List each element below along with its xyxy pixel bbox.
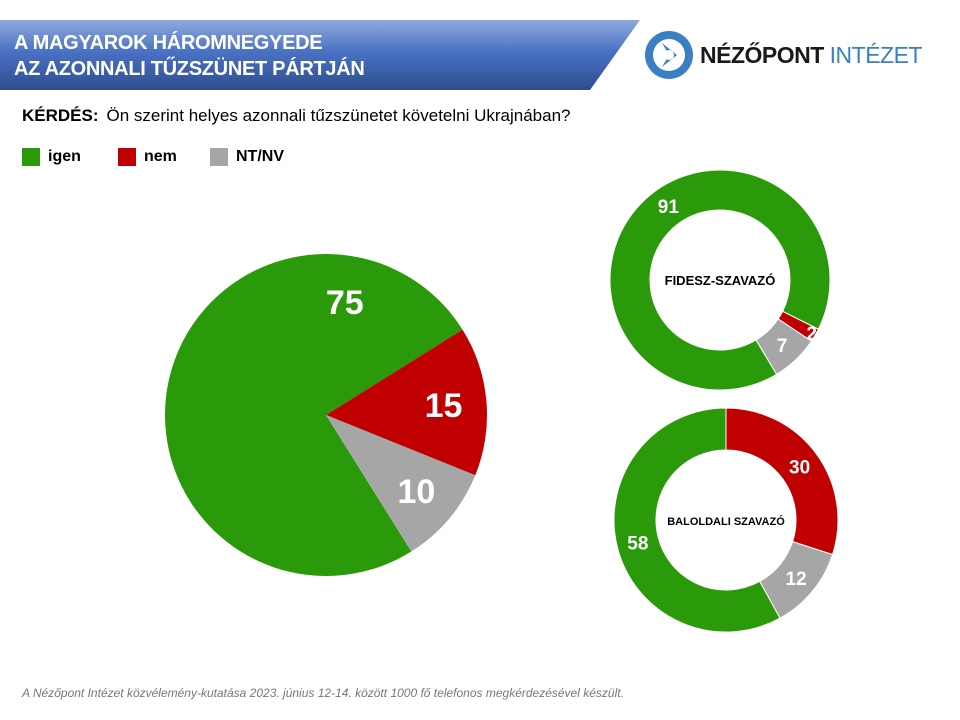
title-banner: A MAGYAROK HÁROMNEGYEDE AZ AZONNALI TŰZS… — [0, 20, 640, 90]
slice-igen — [609, 169, 831, 391]
title-line-1: A MAGYAROK HÁROMNEGYEDE — [14, 32, 323, 54]
legend-ntnv: NT/NV — [210, 148, 284, 166]
legend-swatch-igen — [22, 148, 40, 166]
logo-part2: INTÉZET — [829, 42, 923, 68]
legend-nem: nem — [118, 148, 177, 166]
slice-nem — [326, 329, 488, 476]
donut-title: FIDESZ-SZAVAZÓ — [665, 273, 776, 288]
slice-nem — [725, 407, 839, 556]
data-label: 58 — [627, 533, 648, 554]
legend-label: igen — [48, 148, 81, 165]
legend-label: NT/NV — [236, 148, 284, 165]
logo-text: NÉZŐPONT INTÉZET — [700, 42, 923, 69]
data-label: 75 — [326, 284, 364, 322]
legend-swatch-nem — [118, 148, 136, 166]
data-label: 30 — [789, 457, 810, 478]
slice-igen — [165, 254, 463, 577]
legend-igen: igen — [22, 148, 81, 166]
legend-swatch-ntnv — [210, 148, 228, 166]
data-label: 7 — [777, 336, 788, 357]
footer-note: A Nézőpont Intézet közvélemény-kutatása … — [22, 686, 624, 700]
question-text: Ön szerint helyes azonnali tűzszünetet k… — [106, 106, 571, 125]
logo-part1: NÉZŐPONT — [700, 42, 824, 68]
slice-igen — [613, 407, 781, 633]
question-label: KÉRDÉS: — [22, 106, 99, 125]
question: KÉRDÉS: Ön szerint helyes azonnali tűzszü… — [22, 106, 571, 126]
slice-ntnv — [326, 415, 476, 552]
slice-ntnv — [755, 318, 813, 375]
data-label: 2 — [806, 324, 817, 345]
title-line-2: AZ AZONNALI TŰZSZÜNET PÁRTJÁN — [14, 58, 365, 80]
data-label: 91 — [658, 197, 680, 218]
donut-title: BALOLDALI SZAVAZÓ — [667, 515, 785, 528]
legend-label: nem — [144, 148, 177, 165]
nezopont-logo-icon — [645, 31, 693, 79]
data-label: 10 — [397, 473, 435, 511]
data-label: 12 — [786, 569, 807, 590]
data-label: 15 — [425, 387, 463, 425]
